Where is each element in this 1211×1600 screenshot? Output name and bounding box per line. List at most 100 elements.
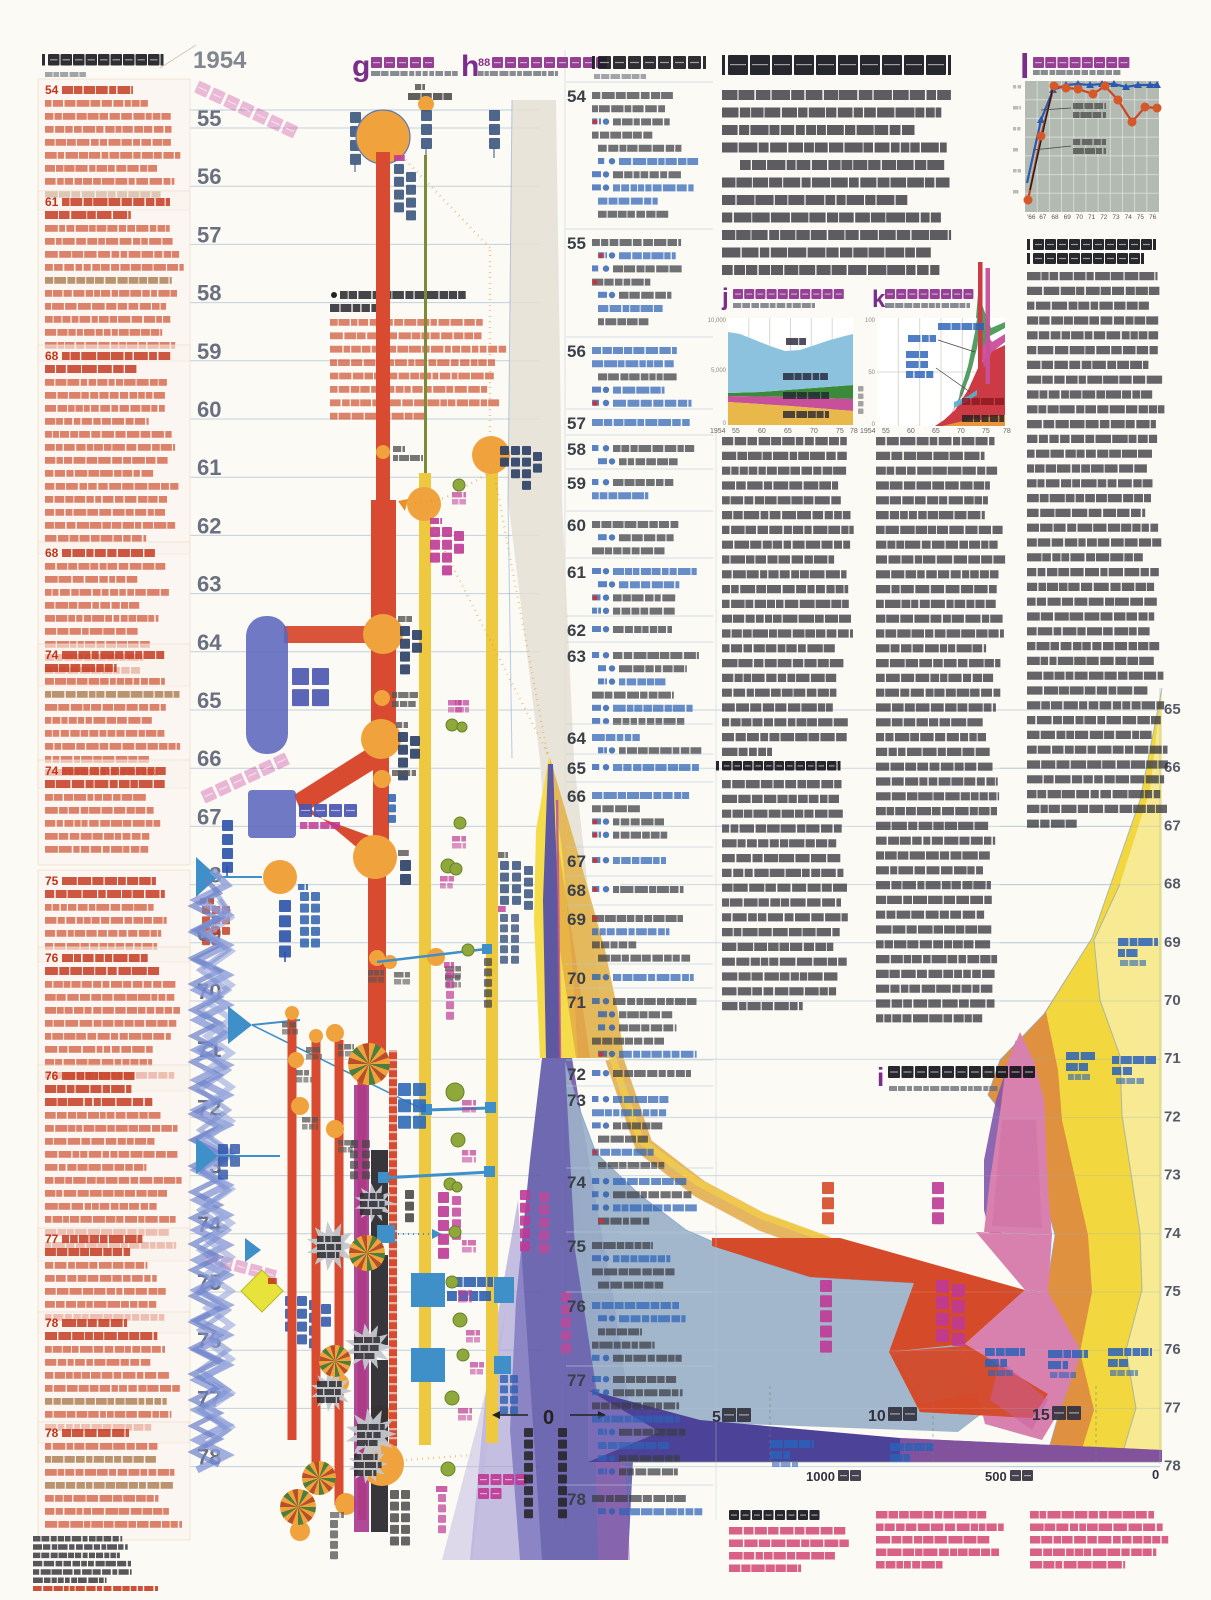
svg-text:55: 55 [567, 234, 586, 253]
svg-text:j: j [721, 284, 729, 311]
svg-text:h: h [461, 50, 479, 83]
svg-text:66: 66 [197, 746, 221, 771]
svg-text:77: 77 [567, 1371, 586, 1390]
svg-text:74: 74 [567, 1173, 586, 1192]
svg-text:56: 56 [567, 342, 586, 361]
svg-text:74: 74 [45, 764, 59, 778]
svg-text:67: 67 [1164, 817, 1181, 834]
svg-text:58: 58 [197, 281, 221, 306]
svg-text:k: k [872, 286, 886, 313]
svg-text:67: 67 [1039, 214, 1047, 221]
svg-text:i: i [877, 1062, 884, 1092]
svg-text:1954: 1954 [860, 428, 876, 435]
svg-text:75: 75 [1164, 1283, 1181, 1300]
svg-text:77: 77 [1164, 1399, 1181, 1416]
svg-text:72: 72 [567, 1065, 586, 1084]
svg-text:1000: 1000 [806, 1469, 835, 1484]
svg-text:1954: 1954 [710, 428, 726, 435]
svg-text:78: 78 [1164, 1458, 1181, 1475]
svg-text:67: 67 [567, 852, 586, 871]
svg-text:59: 59 [197, 339, 221, 364]
svg-text:71: 71 [1088, 214, 1096, 221]
svg-text:63: 63 [567, 647, 586, 666]
svg-text:g: g [352, 50, 370, 83]
svg-text:61: 61 [45, 195, 59, 209]
svg-text:70: 70 [1076, 214, 1084, 221]
svg-text:57: 57 [197, 222, 221, 247]
svg-text:60: 60 [197, 397, 221, 422]
svg-text:69: 69 [1164, 934, 1181, 951]
svg-text:0: 0 [872, 422, 876, 428]
svg-text:64: 64 [567, 729, 586, 748]
svg-text:62: 62 [567, 621, 586, 640]
svg-text:1954: 1954 [193, 47, 247, 74]
svg-text:0: 0 [723, 421, 727, 427]
svg-text:78: 78 [45, 1426, 59, 1440]
svg-text:70: 70 [567, 969, 586, 988]
svg-text:74: 74 [1164, 1225, 1181, 1242]
svg-text:50: 50 [868, 370, 875, 376]
svg-text:69: 69 [1064, 214, 1072, 221]
svg-text:72: 72 [1164, 1108, 1181, 1125]
svg-text:88: 88 [478, 57, 490, 69]
svg-text:68: 68 [45, 349, 59, 363]
svg-text:10,000: 10,000 [708, 318, 727, 324]
svg-text:75: 75 [836, 428, 844, 435]
svg-text:68: 68 [567, 881, 586, 900]
svg-text:100: 100 [865, 318, 876, 324]
svg-text:71: 71 [567, 993, 586, 1012]
svg-text:67: 67 [197, 804, 221, 829]
svg-text:76: 76 [45, 951, 59, 965]
svg-text:15: 15 [1032, 1407, 1050, 1424]
svg-text:68: 68 [1051, 214, 1059, 221]
svg-text:76: 76 [567, 1297, 586, 1316]
svg-text:78: 78 [567, 1490, 586, 1509]
svg-text:0: 0 [543, 1407, 554, 1429]
svg-text:73: 73 [1112, 214, 1120, 221]
svg-text:62: 62 [197, 513, 221, 538]
svg-text:70: 70 [957, 428, 965, 435]
svg-text:65: 65 [932, 428, 940, 435]
svg-text:5,000: 5,000 [711, 368, 727, 374]
svg-text:55: 55 [732, 428, 740, 435]
svg-text:54: 54 [45, 83, 59, 97]
svg-text:65: 65 [784, 428, 792, 435]
svg-text:60: 60 [907, 428, 915, 435]
svg-text:75: 75 [45, 874, 59, 888]
svg-text:70: 70 [1164, 992, 1181, 1009]
svg-text:60: 60 [567, 516, 586, 535]
svg-text:72: 72 [1100, 214, 1108, 221]
svg-text:70: 70 [810, 428, 818, 435]
svg-text:65: 65 [567, 759, 586, 778]
svg-text:500: 500 [985, 1469, 1007, 1484]
svg-text:75: 75 [1137, 214, 1145, 221]
svg-text:55: 55 [197, 106, 221, 131]
svg-text:76: 76 [1164, 1341, 1181, 1358]
svg-text:l: l [1020, 48, 1029, 86]
svg-text:10: 10 [868, 1408, 886, 1425]
svg-text:76: 76 [45, 1069, 59, 1083]
svg-text:69: 69 [567, 910, 586, 929]
svg-text:74: 74 [1125, 214, 1133, 221]
svg-text:78: 78 [45, 1316, 59, 1330]
svg-text:74: 74 [45, 648, 59, 662]
svg-text:57: 57 [567, 414, 586, 433]
svg-text:75: 75 [982, 428, 990, 435]
svg-text:61: 61 [567, 563, 586, 582]
svg-text:68: 68 [1164, 876, 1181, 893]
svg-text:66: 66 [1164, 759, 1181, 776]
svg-text:78: 78 [850, 428, 858, 435]
svg-text:76: 76 [1149, 214, 1157, 221]
svg-text:5: 5 [712, 1409, 721, 1426]
svg-text:58: 58 [567, 440, 586, 459]
svg-text:63: 63 [197, 572, 221, 597]
svg-text:65: 65 [197, 688, 221, 713]
svg-text:55: 55 [882, 428, 890, 435]
svg-text:77: 77 [45, 1232, 59, 1246]
svg-text:54: 54 [567, 87, 586, 106]
svg-text:75: 75 [567, 1237, 586, 1256]
svg-text:61: 61 [197, 455, 221, 480]
svg-text:73: 73 [567, 1091, 586, 1110]
svg-text:'66: '66 [1027, 214, 1036, 221]
svg-text:0: 0 [1152, 1467, 1159, 1482]
